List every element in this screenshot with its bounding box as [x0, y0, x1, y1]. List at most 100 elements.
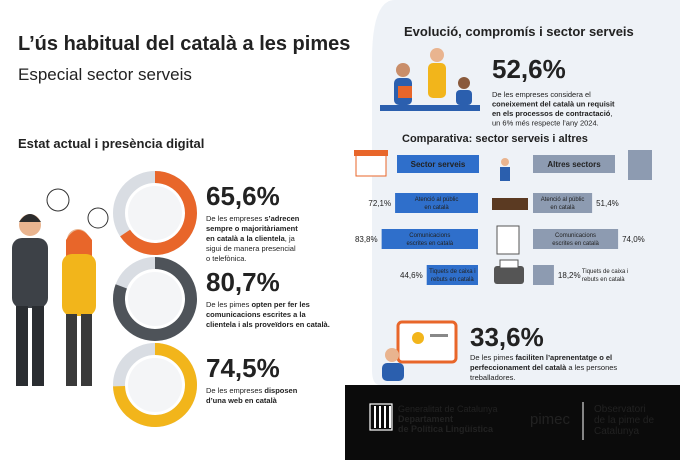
description-line: sigui de manera presencial [206, 244, 296, 253]
footer-text: Observatori [594, 404, 646, 415]
bar-label: Comunicacions [409, 233, 450, 239]
ring-center [128, 186, 182, 240]
bar-value: 83,8% [355, 235, 378, 244]
bar-label: rebuts en català [582, 277, 625, 283]
bar-label: Atenció al públic [541, 197, 585, 203]
description-segment: en català a la clientela [206, 234, 286, 243]
description-line: De les pimes faciliten l’aprenentatge o … [470, 353, 612, 362]
hiring-illustration [380, 48, 480, 111]
description-segment: opten per fer les [251, 300, 309, 309]
bar-value: 74,0% [622, 235, 645, 244]
description-segment: o telefònica. [206, 254, 246, 263]
description-segment: perfeccionament del català [470, 363, 567, 372]
ring-arc [113, 257, 197, 341]
footer-text: de la pime de [594, 415, 654, 426]
bar-value: 72,1% [368, 199, 391, 208]
stat-value: 65,6% [206, 181, 280, 211]
bar-label: Atenció al públic [415, 197, 459, 203]
description-line: en català a la clientela, ja [206, 234, 296, 243]
ring-arc [120, 171, 197, 255]
description-line: De les pimes opten per fer les [206, 300, 310, 309]
description-segment: , [610, 109, 612, 118]
footer-text: Catalunya [594, 426, 639, 437]
stat-value: 33,6% [470, 322, 544, 352]
bar-value: 44,6% [400, 271, 423, 280]
bar-value: 18,2% [558, 271, 581, 280]
group-header [533, 155, 615, 173]
description-line: en els processos de contractació, [492, 109, 612, 118]
description-line: coneixement del català un requisit [492, 100, 615, 109]
description-line: perfeccionament del català a les persone… [470, 363, 617, 372]
section-heading: Comparativa: sector serveis i altres [402, 133, 588, 145]
bar [426, 265, 478, 285]
footer-bar [345, 385, 680, 460]
bar [533, 193, 593, 213]
training-illustration [382, 320, 458, 381]
description-line: comunicacions escrites a la [206, 310, 306, 319]
bar-label: Tiquets de caixa i [429, 269, 475, 275]
bar-label: en català [424, 205, 449, 211]
bar-label: en català [550, 205, 575, 211]
group-name: Sector serveis [411, 160, 466, 169]
section-heading: Evolució, compromís i sector serveis [404, 24, 634, 39]
group-header [397, 155, 479, 173]
description-segment: d’una web en català [206, 396, 278, 405]
description-segment: clientela i als proveïdors en català. [206, 320, 330, 329]
footer-text: de Política Lingüística [398, 424, 494, 434]
bar [533, 265, 554, 285]
footer-text: Departament [398, 414, 453, 424]
stat-value: 74,5% [206, 353, 280, 383]
people-illustration [12, 188, 109, 386]
section-heading: Estat actual i presència digital [18, 136, 204, 151]
description-line: sempre o majoritàriament [206, 224, 298, 233]
pimec-logo: pimec [530, 411, 571, 428]
subtitle: Especial sector serveis [18, 65, 192, 84]
description-segment: De les empreses [206, 386, 264, 395]
description-segment: treballadores. [470, 373, 515, 382]
description-line: treballadores. [470, 373, 515, 382]
bar-label: escrites en català [406, 241, 453, 247]
stat-value: 80,7% [206, 267, 280, 297]
right-panel [372, 0, 680, 385]
description-line: De les empreses disposen [206, 386, 298, 395]
description-segment: De les empreses [206, 214, 264, 223]
bar [381, 229, 478, 249]
description-line: d’una web en català [206, 396, 278, 405]
description-line: clientela i als proveïdors en català. [206, 320, 330, 329]
description-segment: a les persones [566, 363, 617, 372]
bar-label: rebuts en català [431, 277, 474, 283]
bar [395, 193, 478, 213]
bar-label: Comunicacions [555, 233, 596, 239]
bar-value: 51,4% [596, 199, 619, 208]
description-segment: De les empreses considera el [492, 90, 591, 99]
description-segment: faciliten l’aprenentatge o el [515, 353, 612, 362]
ring-arc [113, 343, 197, 427]
description-segment: un 6% més respecte l’any 2024. [492, 119, 599, 128]
generalitat-logo [369, 403, 393, 431]
description-segment: sempre o majoritàriament [206, 224, 298, 233]
comparison-icons [354, 150, 652, 284]
description-line: o telefònica. [206, 254, 246, 263]
bar-label: Tiquets de caixa i [582, 269, 628, 275]
description-segment: , ja [285, 234, 296, 243]
description-segment: coneixement del català un requisit [492, 100, 615, 109]
bar-label: escrites en català [552, 241, 599, 247]
title: L’ús habitual del català a les pimes [18, 33, 350, 55]
description-line: un 6% més respecte l’any 2024. [492, 119, 599, 128]
description-segment: disposen [264, 386, 297, 395]
ring-center [128, 358, 182, 412]
group-name: Altres sectors [547, 160, 601, 169]
description-segment: De les pimes [206, 300, 251, 309]
description-segment: sigui de manera presencial [206, 244, 296, 253]
footer-text: Generalitat de Catalunya [398, 404, 498, 414]
description-segment: De les pimes [470, 353, 515, 362]
description-line: De les empreses considera el [492, 90, 591, 99]
ring-center [128, 272, 182, 326]
description-segment: s’adrecen [264, 214, 299, 223]
description-segment: comunicacions escrites a la [206, 310, 306, 319]
bar [533, 229, 619, 249]
description-segment: en els processos de contractació [492, 109, 611, 118]
stat-value: 52,6% [492, 54, 566, 84]
description-line: De les empreses s’adrecen [206, 214, 300, 223]
